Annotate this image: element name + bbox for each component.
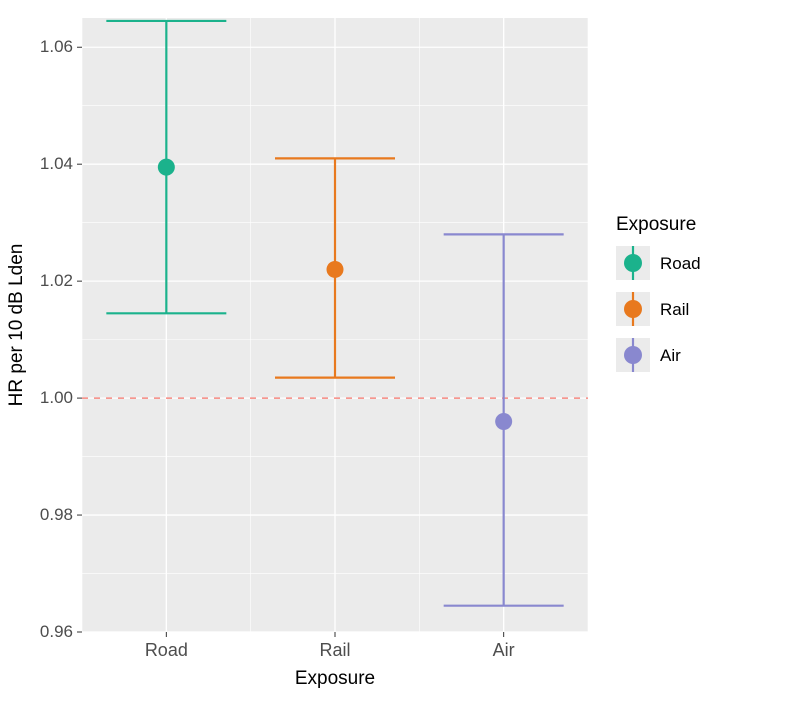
y-axis-title: HR per 10 dB Lden bbox=[6, 244, 27, 407]
legend-label-road: Road bbox=[660, 254, 701, 273]
forest-plot: 0.96 0.98 1.00 1.02 1.04 1.06 Road Rail Air HR pe… bbox=[0, 0, 802, 705]
y-tick-label: 0.96 bbox=[40, 622, 73, 641]
legend-label-rail: Rail bbox=[660, 300, 689, 319]
y-tick-label: 1.04 bbox=[40, 154, 73, 173]
legend-key-point-road bbox=[624, 254, 642, 272]
x-tick-label: Air bbox=[493, 640, 515, 660]
point-air bbox=[495, 413, 512, 430]
legend-key-point-air bbox=[624, 346, 642, 364]
y-tick-label: 1.00 bbox=[40, 388, 73, 407]
x-tick-label: Rail bbox=[319, 640, 350, 660]
point-road bbox=[158, 159, 175, 176]
legend-key-point-rail bbox=[624, 300, 642, 318]
legend-title: Exposure bbox=[616, 214, 696, 235]
point-rail bbox=[327, 261, 344, 278]
y-tick-label: 0.98 bbox=[40, 505, 73, 524]
x-axis-title: Exposure bbox=[295, 668, 375, 689]
y-tick-label: 1.06 bbox=[40, 37, 73, 56]
x-tick-label: Road bbox=[145, 640, 188, 660]
chart-svg: 0.96 0.98 1.00 1.02 1.04 1.06 Road Rail Air HR pe… bbox=[0, 0, 802, 705]
legend-label-air: Air bbox=[660, 346, 681, 365]
y-tick-label: 1.02 bbox=[40, 271, 73, 290]
